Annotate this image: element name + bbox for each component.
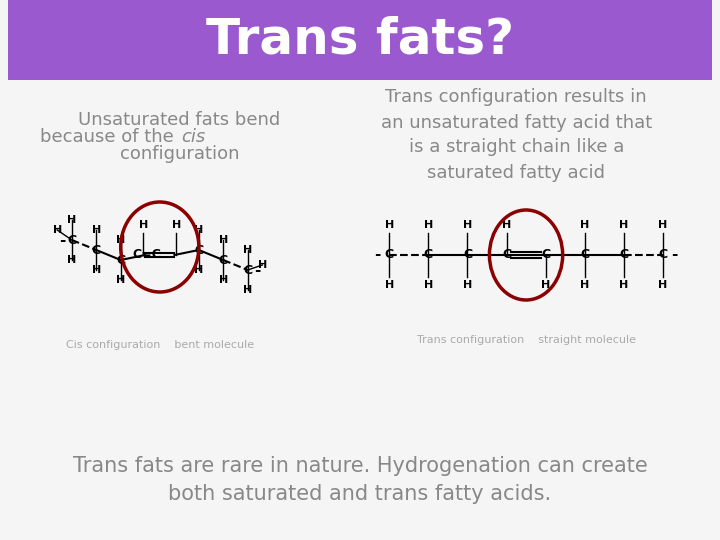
Text: H: H [53, 225, 62, 235]
Text: H: H [619, 280, 629, 290]
Text: C: C [619, 248, 629, 261]
Text: Trans fats?: Trans fats? [206, 16, 514, 64]
Text: C: C [541, 248, 550, 261]
Text: C: C [194, 244, 204, 256]
Text: C: C [424, 248, 433, 261]
Text: H: H [219, 235, 228, 245]
Text: H: H [219, 275, 228, 285]
Text: H: H [502, 220, 511, 230]
Text: configuration: configuration [120, 145, 239, 163]
Text: Unsaturated fats bend: Unsaturated fats bend [78, 111, 280, 129]
Text: Trans fats are rare in nature. Hydrogenation can create
both saturated and trans: Trans fats are rare in nature. Hydrogena… [73, 456, 647, 504]
Text: H: H [91, 225, 101, 235]
Text: H: H [91, 265, 101, 275]
Text: -: - [671, 247, 678, 262]
Text: H: H [243, 285, 252, 295]
Text: -: - [374, 247, 381, 262]
Text: -: - [254, 262, 261, 278]
Text: H: H [194, 265, 204, 275]
Text: H: H [580, 220, 589, 230]
Text: H: H [138, 220, 148, 230]
Text: H: H [463, 220, 472, 230]
Text: H: H [67, 255, 76, 265]
Text: C: C [219, 253, 228, 267]
Text: H: H [424, 280, 433, 290]
Text: C: C [463, 248, 472, 261]
Text: H: H [116, 235, 125, 245]
Text: H: H [258, 260, 267, 270]
Text: C: C [91, 244, 101, 256]
Text: C: C [658, 248, 667, 261]
Text: H: H [619, 220, 629, 230]
Text: Cis configuration    bent molecule: Cis configuration bent molecule [66, 340, 254, 350]
Text: H: H [580, 280, 589, 290]
Text: C: C [502, 248, 511, 261]
Text: C: C [384, 248, 394, 261]
Text: H: H [424, 220, 433, 230]
Text: C: C [243, 264, 252, 276]
Text: H: H [384, 280, 394, 290]
Text: Trans configuration    straight molecule: Trans configuration straight molecule [417, 335, 636, 345]
Text: H: H [658, 280, 667, 290]
Text: H: H [658, 220, 667, 230]
Text: H: H [116, 275, 125, 285]
Text: H: H [243, 245, 252, 255]
Text: cis: cis [181, 128, 205, 146]
Text: H: H [384, 220, 394, 230]
Text: C=C: C=C [132, 248, 161, 261]
Text: H: H [172, 220, 181, 230]
Text: C: C [116, 253, 125, 267]
FancyBboxPatch shape [9, 0, 711, 80]
Text: H: H [541, 280, 550, 290]
Text: Trans configuration results in
an unsaturated fatty acid that
is a straight chai: Trans configuration results in an unsatu… [381, 89, 652, 181]
Text: H: H [194, 225, 204, 235]
Text: because of the: because of the [40, 128, 179, 146]
Text: C: C [580, 248, 589, 261]
Text: H: H [463, 280, 472, 290]
Text: H: H [67, 215, 76, 225]
Text: C: C [67, 233, 76, 246]
Text: -: - [59, 233, 66, 247]
